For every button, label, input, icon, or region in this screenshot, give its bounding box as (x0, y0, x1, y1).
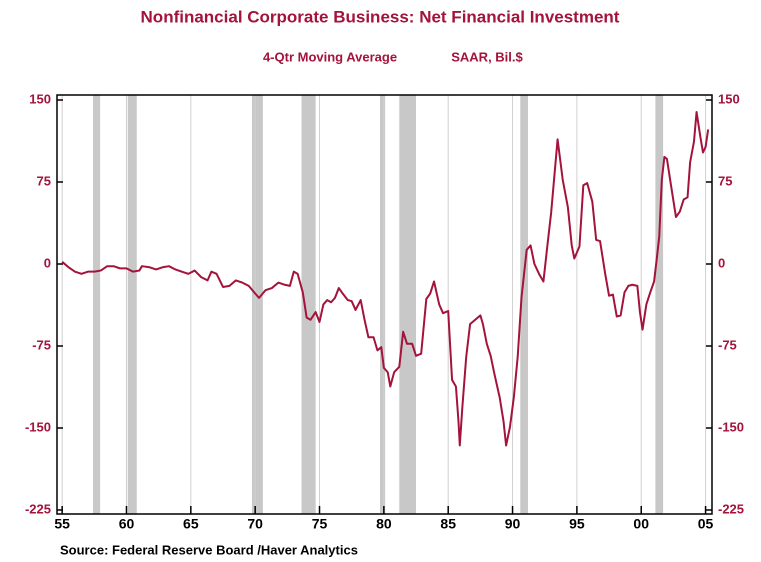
recession-band (301, 95, 316, 514)
y2-tick-label: 0 (718, 255, 725, 270)
chart-subtitle: 4-Qtr Moving Average (263, 49, 397, 64)
units-label: SAAR, Bil.$ (451, 49, 523, 64)
plot-frame (56, 94, 713, 515)
y-tick-label: -75 (32, 337, 51, 352)
recession-band (251, 95, 263, 514)
data-line (61, 111, 710, 447)
recession-band (379, 95, 386, 514)
y-tick-label: 75 (37, 173, 51, 188)
y2-tick-label: -225 (718, 501, 744, 516)
x-tick-label: 80 (376, 516, 392, 532)
x-tick-label: 90 (505, 516, 521, 532)
x-tick-label: 05 (698, 516, 714, 532)
y-tick-label: -150 (25, 419, 51, 434)
y2-tick-label: 75 (718, 173, 732, 188)
x-tick-label: 85 (440, 516, 456, 532)
y2-tick-label: -150 (718, 419, 744, 434)
recession-band (399, 95, 417, 514)
recession-band (520, 95, 528, 514)
x-tick-label: 75 (312, 516, 328, 532)
chart-title: Nonfinancial Corporate Business: Net Fin… (141, 7, 620, 26)
x-tick-label: 55 (54, 516, 70, 532)
x-tick-label: 00 (633, 516, 649, 532)
x-tick-label: 60 (119, 516, 135, 532)
y2-tick-label: -75 (718, 337, 737, 352)
y-tick-label: 150 (29, 91, 51, 106)
x-tick-label: 65 (183, 516, 199, 532)
y2-tick-label: 150 (718, 91, 740, 106)
y-tick-label: -225 (25, 501, 51, 516)
recession-band (655, 95, 664, 514)
recession-band (93, 95, 101, 514)
x-tick-label: 95 (569, 516, 585, 532)
recession-band (127, 95, 137, 514)
x-tick-label: 70 (247, 516, 263, 532)
y-tick-label: 0 (44, 255, 51, 270)
source-note: Source: Federal Reserve Board /Haver Ana… (60, 542, 358, 557)
